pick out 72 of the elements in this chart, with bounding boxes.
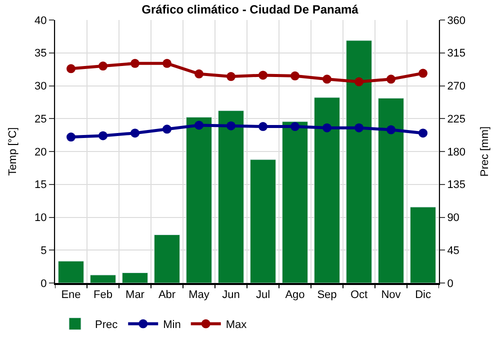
legend-label: Prec — [95, 319, 118, 332]
point — [258, 122, 268, 132]
y-tick-label: 40 — [34, 14, 47, 27]
point — [162, 124, 172, 134]
point — [258, 70, 268, 80]
point — [354, 123, 364, 132]
point — [162, 58, 172, 68]
bar — [314, 97, 340, 283]
x-tick-label: Mar — [126, 289, 145, 302]
point — [418, 68, 428, 78]
y-tick-label: 35 — [34, 48, 47, 60]
chart-title: Gráfico climático - Ciudad De Panamá — [142, 2, 359, 17]
point — [290, 122, 300, 132]
bar — [378, 98, 404, 283]
y-tick-label: 25 — [34, 113, 47, 126]
legend-label: Max — [226, 319, 248, 332]
y2-tick-label: 135 — [447, 179, 466, 192]
point — [98, 131, 108, 140]
point — [130, 128, 140, 138]
point — [322, 123, 332, 132]
point — [322, 74, 332, 84]
y2-axis-title: Prec [mm] — [478, 126, 491, 177]
point — [66, 132, 76, 142]
x-tick-label: Feb — [94, 289, 112, 302]
point — [66, 64, 76, 74]
point — [194, 69, 204, 78]
y-axis-title: Temp [°C] — [7, 127, 20, 176]
x-tick-label: Oct — [350, 289, 368, 302]
point — [386, 74, 396, 84]
bar — [58, 260, 84, 283]
x-tick-label: Jul — [256, 289, 270, 302]
point — [98, 62, 108, 71]
y2-tick-label: 360 — [447, 14, 466, 27]
legend-label: Min — [163, 319, 181, 332]
point — [130, 58, 140, 68]
y2-tick-label: 180 — [447, 146, 466, 158]
y-tick-label: 10 — [34, 212, 47, 224]
x-tick-label: Dic — [415, 289, 432, 302]
x-tick-label: Sep — [317, 289, 337, 302]
bar — [186, 116, 212, 283]
bar — [250, 159, 276, 283]
y-tick-label: 5 — [40, 244, 47, 257]
bar — [154, 234, 180, 283]
point — [354, 77, 364, 86]
x-tick-label: Ago — [285, 289, 305, 302]
y-tick-label: 0 — [40, 278, 47, 290]
y2-tick-label: 270 — [447, 80, 466, 93]
y2-tick-label: 0 — [447, 278, 454, 290]
point — [386, 125, 396, 134]
point — [418, 128, 428, 138]
y-tick-label: 20 — [34, 146, 47, 158]
y2-tick-label: 90 — [447, 212, 460, 224]
point — [226, 121, 236, 130]
x-tick-label: May — [188, 289, 210, 302]
point — [226, 72, 236, 82]
point — [194, 120, 204, 130]
y2-tick-label: 45 — [447, 244, 460, 257]
x-tick-label: Ene — [61, 289, 81, 302]
y-tick-label: 15 — [34, 179, 47, 192]
bar — [218, 110, 244, 283]
bar — [122, 272, 148, 283]
bar — [282, 121, 308, 283]
bar — [410, 206, 436, 283]
x-tick-label: Nov — [381, 289, 402, 302]
y-tick-label: 30 — [34, 80, 47, 93]
y2-tick-label: 315 — [447, 48, 466, 60]
x-tick-label: Jun — [222, 289, 240, 302]
x-tick-label: Abr — [158, 289, 176, 302]
y2-tick-label: 225 — [447, 113, 466, 126]
bar — [90, 274, 116, 283]
point — [290, 71, 300, 80]
bar — [346, 40, 372, 283]
